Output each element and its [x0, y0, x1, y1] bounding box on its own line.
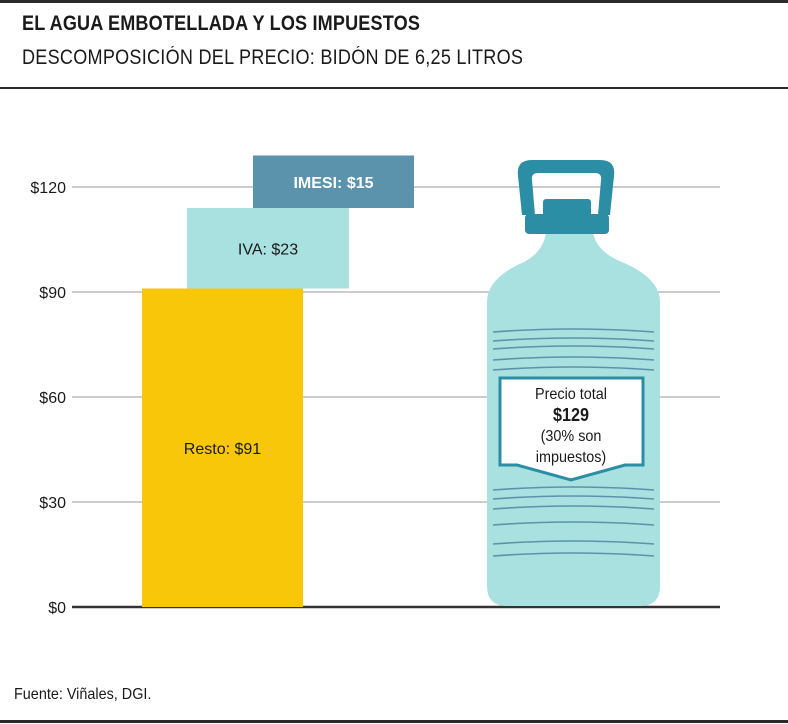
bottle-illustration	[487, 160, 660, 606]
y-tick-label: $60	[39, 390, 66, 407]
source-note: Fuente: Viñales, DGI.	[14, 686, 152, 703]
y-axis-ticks: $0 $30 $60 $90 $120	[30, 180, 66, 617]
header-rule	[0, 87, 788, 89]
total-price-callout: Precio total $129 (30% son impuestos)	[503, 380, 639, 475]
bottle-cap	[543, 199, 591, 221]
bar-resto	[142, 288, 303, 607]
y-tick-label: $0	[48, 600, 66, 617]
y-tick-label: $90	[39, 285, 66, 302]
bar-iva	[187, 208, 349, 289]
chart-subtitle: DESCOMPOSICIÓN DEL PRECIO: BIDÓN DE 6,25…	[22, 46, 524, 69]
callout-total-value: $129	[552, 405, 590, 425]
chart-title: EL AGUA EMBOTELLADA Y LOS IMPUESTOS	[22, 12, 421, 35]
total-price-callout-shape	[498, 376, 645, 482]
bottle-ridges	[492, 328, 655, 557]
y-tick-label: $120	[30, 180, 66, 197]
callout-line-4: impuestos)	[535, 449, 607, 466]
bar-label-imesi: IMESI: $15	[293, 175, 373, 192]
bar-imesi	[253, 155, 414, 208]
bar-label-resto: Resto: $91	[184, 441, 261, 458]
bottom-border	[0, 720, 788, 723]
bottle-handle	[517, 160, 615, 215]
bar-label-iva: IVA: $23	[238, 241, 298, 258]
y-tick-label: $30	[39, 495, 66, 512]
callout-line-1: Precio total	[534, 386, 608, 403]
callout-line-3: (30% son	[540, 428, 602, 445]
top-border	[0, 0, 788, 3]
bars: Resto: $91 IVA: $23 IMESI: $15	[142, 155, 414, 607]
